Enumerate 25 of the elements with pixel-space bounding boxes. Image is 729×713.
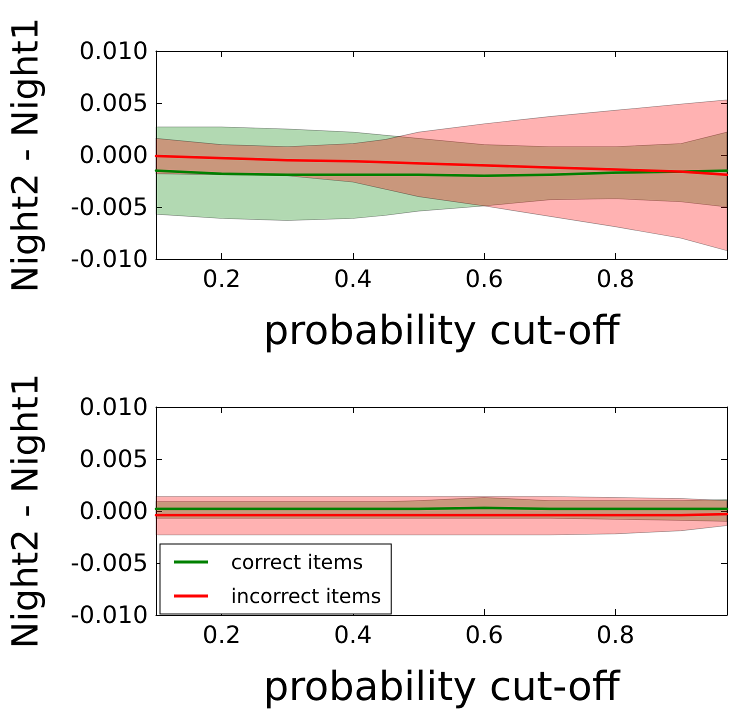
y-tick-label: -0.010 xyxy=(70,245,148,273)
x-tick-label: 0.6 xyxy=(465,621,504,649)
x-tick-label: 0.4 xyxy=(334,265,372,293)
y-tick-label: 0.000 xyxy=(79,141,148,169)
x-tick-label: 0.2 xyxy=(202,265,241,293)
y-tick-label: -0.010 xyxy=(70,601,148,629)
y-tick-label: 0.005 xyxy=(79,445,148,473)
legend-label: incorrect items xyxy=(231,584,382,608)
x-axis-title: probability cut-off xyxy=(263,308,622,354)
y-tick-label: -0.005 xyxy=(70,549,148,577)
y-tick-label: 0.005 xyxy=(79,89,148,117)
x-tick-label: 0.8 xyxy=(596,265,635,293)
line-series xyxy=(154,154,728,176)
legend-label: correct items xyxy=(231,550,363,574)
y-tick-label: 0.010 xyxy=(79,393,148,421)
y-tick-label: 0.010 xyxy=(79,37,148,65)
y-tick-label: 0.000 xyxy=(79,497,148,525)
x-tick-label: 0.6 xyxy=(465,265,504,293)
x-tick-label: 0.4 xyxy=(334,621,372,649)
x-axis-title: probability cut-off xyxy=(263,664,622,710)
x-tick-label: 0.8 xyxy=(596,621,635,649)
y-axis-title: Night2 - Night1 xyxy=(6,17,46,293)
x-tick-label: 0.2 xyxy=(202,621,241,649)
y-axis-title: Night2 - Night1 xyxy=(6,373,46,649)
y-tick-label: -0.005 xyxy=(70,193,148,221)
